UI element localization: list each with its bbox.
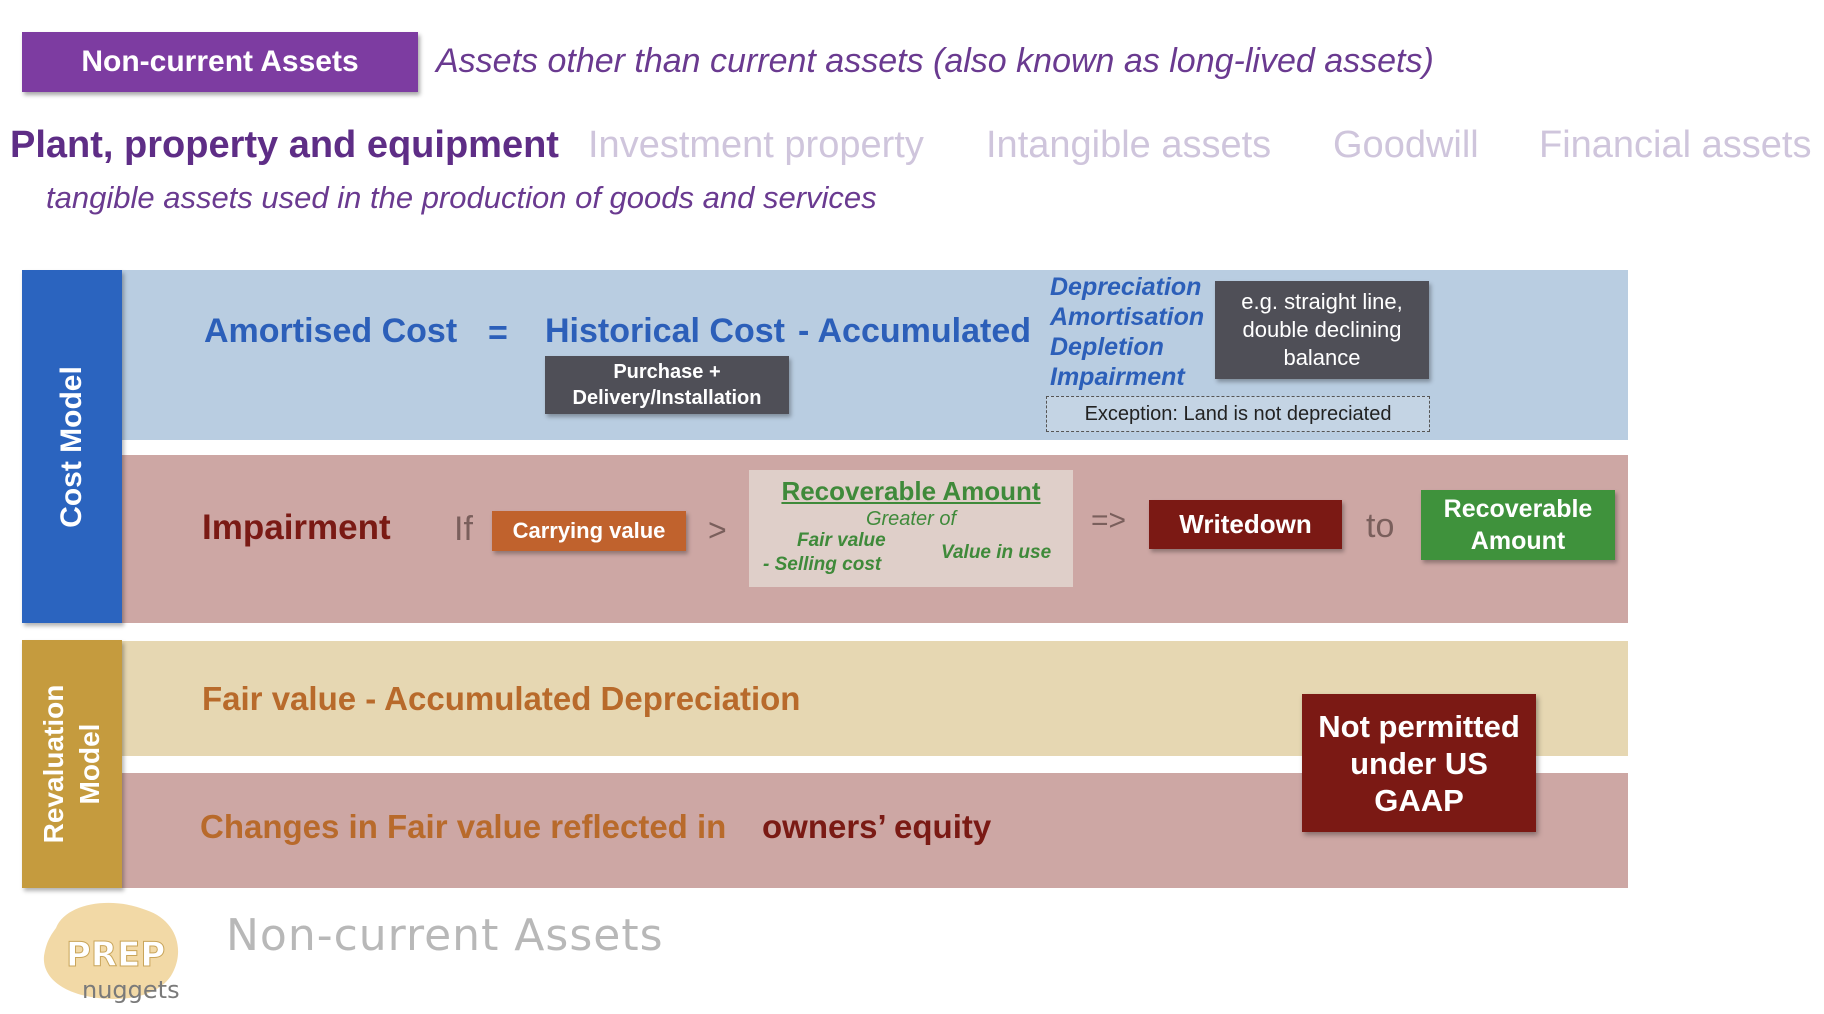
footer-title: Non-current Assets: [226, 910, 664, 961]
ppe-definition: tangible assets used in the production o…: [46, 180, 877, 215]
category-financial-assets[interactable]: Financial assets: [1539, 124, 1812, 166]
category-goodwill[interactable]: Goodwill: [1333, 124, 1479, 166]
selling-cost-text: - Selling cost: [763, 554, 882, 575]
writedown-box: Writedown: [1149, 500, 1342, 549]
category-ppe[interactable]: Plant, property and equipment: [10, 124, 559, 166]
method-amortisation: Amortisation: [1050, 303, 1205, 331]
non-current-assets-badge: Non-current Assets: [22, 32, 418, 92]
greater-of-text: Greater of: [865, 508, 957, 530]
method-impairment: Impairment: [1050, 363, 1185, 391]
if-text: If: [454, 510, 473, 548]
equals-sign: =: [488, 314, 508, 352]
land-exception-note: Exception: Land is not depreciated: [1046, 396, 1430, 432]
category-intangible-assets[interactable]: Intangible assets: [986, 124, 1272, 166]
to-text: to: [1366, 507, 1395, 545]
method-depletion: Depletion: [1050, 333, 1164, 361]
category-investment-property[interactable]: Investment property: [588, 124, 924, 166]
depreciation-methods-example: e.g. straight line, double declining bal…: [1215, 281, 1429, 379]
delivery-installation-text: Delivery/Installation: [572, 387, 762, 409]
recoverable-amount-heading: Recoverable Amount: [781, 476, 1041, 506]
svg-text:nuggets: nuggets: [82, 976, 180, 1004]
impairment-title: Impairment: [202, 508, 391, 547]
svg-text:PREP: PREP: [66, 935, 165, 975]
revaluation-model-label: Revaluation Model: [22, 640, 122, 888]
implies-arrow: =>: [1091, 504, 1127, 537]
historical-cost-text: Historical Cost: [545, 312, 785, 350]
revaluation-model-label-text: Revaluation Model: [38, 684, 105, 844]
carrying-value-box: Carrying value: [492, 511, 686, 551]
prep-nuggets-logo: PREP nuggets: [36, 898, 186, 1008]
purchase-delivery-box: Purchase + Delivery/Installation: [545, 356, 789, 414]
value-in-use-text: Value in use: [941, 542, 1052, 563]
fair-value-text: Fair value: [797, 530, 886, 551]
owners-equity-text: owners’ equity: [762, 808, 992, 845]
accumulated-text: - Accumulated: [798, 312, 1032, 350]
changes-in-fair-value-text: Changes in Fair value reflected in: [200, 808, 727, 845]
purchase-text: Purchase +: [613, 361, 721, 383]
recoverable-amount-box: Recoverable Amount: [1421, 490, 1615, 560]
method-depreciation: Depreciation: [1050, 273, 1202, 301]
recoverable-amount-panel: Recoverable Amount Greater of Fair value…: [749, 470, 1073, 587]
fair-value-formula: Fair value - Accumulated Depreciation: [202, 680, 801, 717]
greater-than-sign: >: [708, 512, 727, 548]
non-current-assets-definition: Assets other than current assets (also k…: [436, 42, 1434, 80]
not-permitted-us-gaap-box: Not permitted under US GAAP: [1302, 694, 1536, 832]
cost-model-label: Cost Model: [22, 270, 122, 623]
amortised-cost-text: Amortised Cost: [204, 312, 458, 350]
cost-model-label-text: Cost Model: [55, 365, 88, 528]
